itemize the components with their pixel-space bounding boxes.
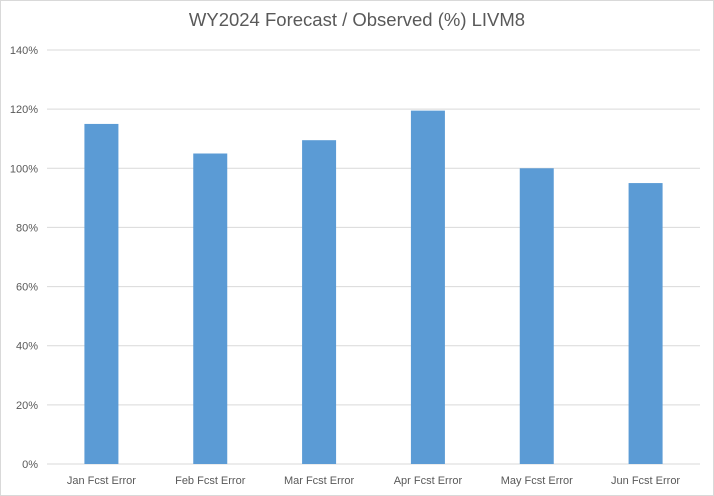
y-tick-label: 140% (10, 45, 38, 57)
x-category-label: Feb Fcst Error (175, 475, 246, 487)
y-tick-label: 60% (16, 282, 38, 294)
x-category-label: Apr Fcst Error (394, 475, 463, 487)
bar (519, 168, 554, 465)
gridlines (47, 49, 700, 465)
x-category-label: Jun Fcst Error (611, 475, 680, 487)
y-tick-label: 80% (16, 222, 38, 234)
bar (84, 123, 119, 464)
y-tick-label: 40% (16, 341, 38, 353)
bars (84, 110, 663, 465)
y-tick-label: 20% (16, 400, 38, 412)
bar (410, 110, 445, 464)
y-axis-tick-labels: 0% 20% 40% 60% 80% 100% 120% 140% (10, 45, 38, 471)
bar (302, 140, 337, 464)
chart-title: WY2024 Forecast / Observed (%) LIVM8 (188, 9, 526, 30)
y-tick-label: 120% (10, 104, 38, 116)
x-category-label: Jan Fcst Error (67, 475, 136, 487)
y-tick-label: 100% (10, 163, 38, 175)
bar (193, 153, 228, 464)
bar (628, 183, 663, 465)
x-axis-category-labels: Jan Fcst Error Feb Fcst Error Mar Fcst Err… (67, 475, 681, 487)
x-category-label: May Fcst Error (501, 475, 573, 487)
y-tick-label: 0% (22, 459, 38, 471)
x-category-label: Mar Fcst Error (284, 475, 355, 487)
